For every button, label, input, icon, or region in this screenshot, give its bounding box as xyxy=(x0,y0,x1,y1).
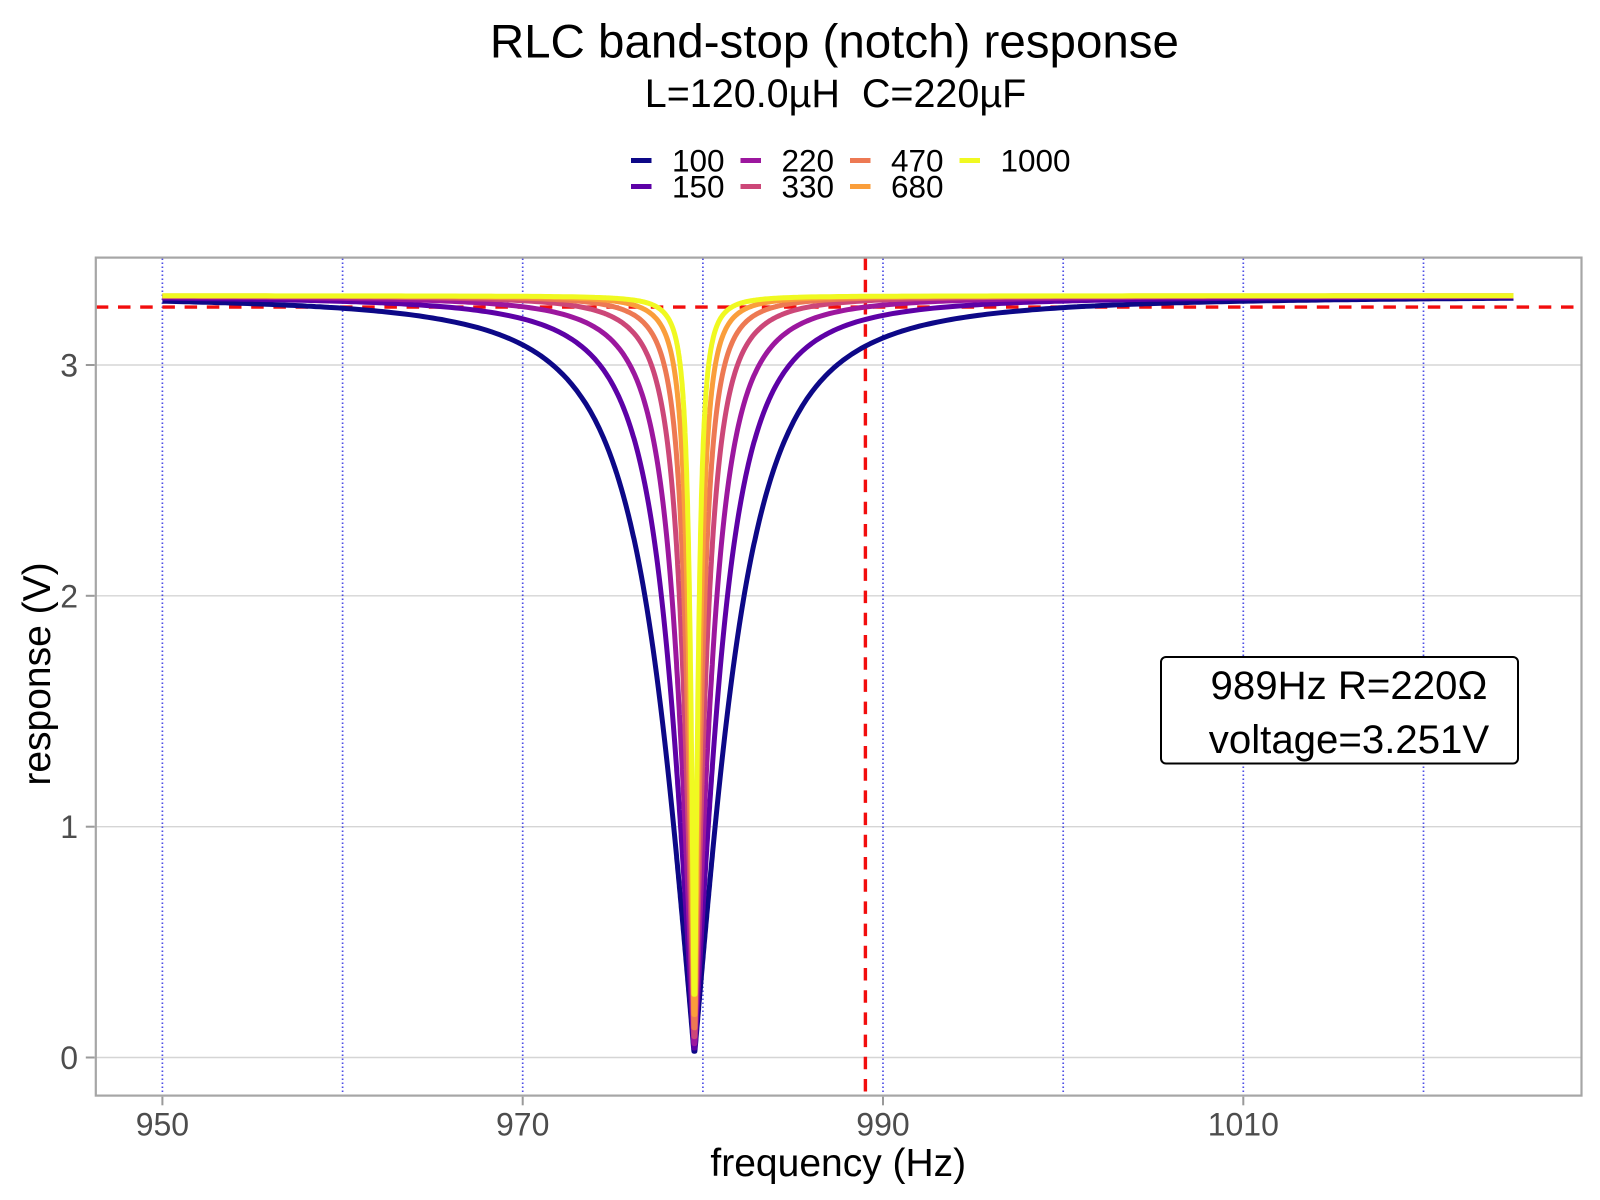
svg-text:voltage=3.251V: voltage=3.251V xyxy=(1209,717,1490,762)
svg-text:3: 3 xyxy=(60,348,78,384)
svg-text:L=120.0µH C=220µF: L=120.0µH C=220µF xyxy=(645,72,1027,116)
svg-text:470: 470 xyxy=(891,143,944,179)
svg-text:RLC band-stop (notch) response: RLC band-stop (notch) response xyxy=(490,16,1179,69)
svg-text:150: 150 xyxy=(672,169,725,205)
svg-text:330: 330 xyxy=(782,169,835,205)
svg-text:1010: 1010 xyxy=(1208,1107,1279,1143)
svg-text:100: 100 xyxy=(672,143,725,179)
svg-text:frequency (Hz): frequency (Hz) xyxy=(710,1142,966,1185)
svg-text:989Hz R=220Ω: 989Hz R=220Ω xyxy=(1211,663,1488,708)
svg-text:680: 680 xyxy=(891,169,944,205)
svg-text:990: 990 xyxy=(856,1107,909,1143)
svg-text:220: 220 xyxy=(782,143,835,179)
svg-text:1: 1 xyxy=(60,809,78,845)
svg-text:1000: 1000 xyxy=(1001,143,1071,179)
svg-text:response (V): response (V) xyxy=(16,562,59,785)
svg-text:970: 970 xyxy=(496,1107,549,1143)
svg-text:0: 0 xyxy=(60,1040,78,1076)
svg-text:2: 2 xyxy=(60,578,78,614)
svg-text:950: 950 xyxy=(136,1107,189,1143)
